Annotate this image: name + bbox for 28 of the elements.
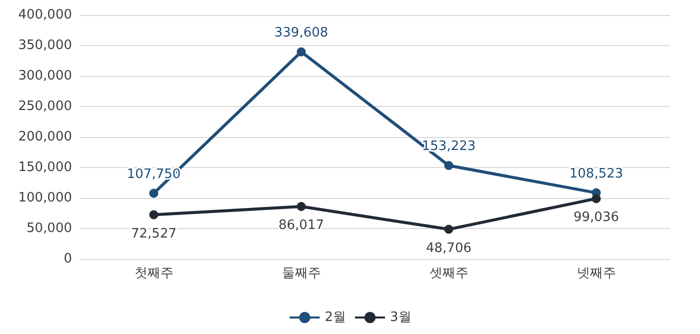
data-label: 48,706 <box>426 240 472 256</box>
y-tick-label: 250,000 <box>18 99 72 114</box>
point <box>149 210 158 220</box>
x-tick-label: 셋째주 <box>429 266 468 281</box>
data-label: 99,036 <box>574 210 619 226</box>
y-tick-label: 200,000 <box>18 130 72 144</box>
data-label: 86,017 <box>278 218 324 234</box>
y-tick-label: 350,000 <box>18 38 72 53</box>
data-label: 72,527 <box>131 226 176 242</box>
x-tick-label: 둘째주 <box>282 266 321 281</box>
data-label: 108,523 <box>569 166 624 182</box>
point <box>296 202 306 212</box>
point <box>296 47 306 56</box>
legend-label: 2월 <box>324 310 346 325</box>
legend-label: 3월 <box>390 310 412 325</box>
point <box>149 188 158 198</box>
data-label: 339,608 <box>274 25 328 40</box>
x-tick-label: 넷째주 <box>576 266 616 281</box>
point <box>592 194 601 204</box>
y-tick-label: 0 <box>64 252 72 266</box>
y-tick-label: 100,000 <box>18 190 72 206</box>
y-tick-label: 150,000 <box>18 160 72 175</box>
x-tick-label: 첫째주 <box>134 266 174 281</box>
y-tick-label: 300,000 <box>18 68 72 84</box>
point <box>444 224 454 234</box>
y-tick-label: 400,000 <box>18 8 72 22</box>
y-tick-label: 50,000 <box>26 221 72 236</box>
point <box>444 161 454 170</box>
